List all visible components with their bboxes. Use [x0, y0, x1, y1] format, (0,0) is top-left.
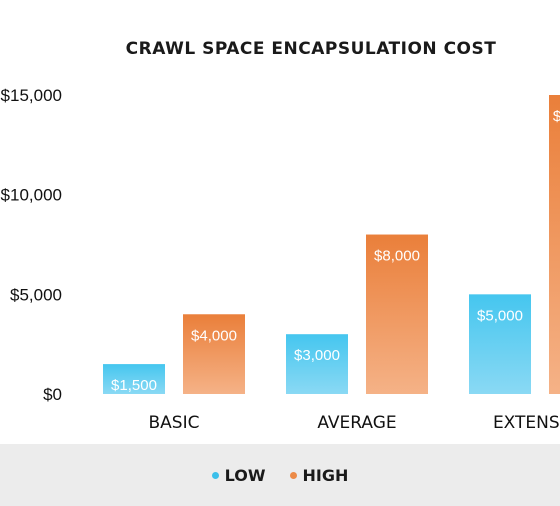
bar-value-label: $5,000	[477, 307, 523, 324]
legend-swatch	[211, 471, 219, 479]
bar-high	[366, 234, 428, 394]
y-tick-label: $0	[43, 385, 62, 404]
x-category-label: BASIC	[149, 413, 200, 433]
bar-high	[183, 314, 245, 394]
y-tick-label: $10,000	[1, 186, 62, 205]
bar-low	[103, 364, 165, 394]
bar-low	[286, 334, 348, 394]
legend-label: HIGH	[302, 465, 349, 485]
bar-value-label: $1,500	[111, 377, 157, 394]
legend-swatch	[289, 471, 297, 479]
bar-value-label: $3,000	[294, 347, 340, 364]
chart-title: CRAWL SPACE ENCAPSULATION COST	[126, 39, 497, 59]
bar-value-label: $4,000	[191, 327, 237, 344]
y-tick-label: $15,000	[1, 86, 62, 105]
bar-value-label: $8,000	[374, 248, 420, 265]
x-category-label: AVERAGE	[317, 413, 396, 433]
legend: LOW HIGH	[0, 444, 560, 506]
bars-group: $1,500 $4,000 $3,000 $8,000 $5,000 $15,000	[103, 95, 560, 394]
x-axis: BASIC AVERAGE EXTENSIVE	[149, 413, 560, 433]
bar-low	[469, 294, 531, 394]
legend-band	[0, 444, 560, 506]
bar-value-label: $15,000	[553, 108, 560, 125]
legend-label: LOW	[224, 465, 266, 485]
y-axis: $0 $5,000 $10,000 $15,000	[1, 86, 62, 404]
bar-high	[549, 95, 560, 394]
legend-item-low: LOW	[211, 465, 266, 485]
bar-chart: CRAWL SPACE ENCAPSULATION COST $0$5,000$…	[1, 39, 560, 433]
x-category-label: EXTENSIVE	[493, 413, 560, 433]
legend-item-high: HIGH	[289, 465, 349, 485]
y-tick-label: $5,000	[10, 285, 62, 304]
